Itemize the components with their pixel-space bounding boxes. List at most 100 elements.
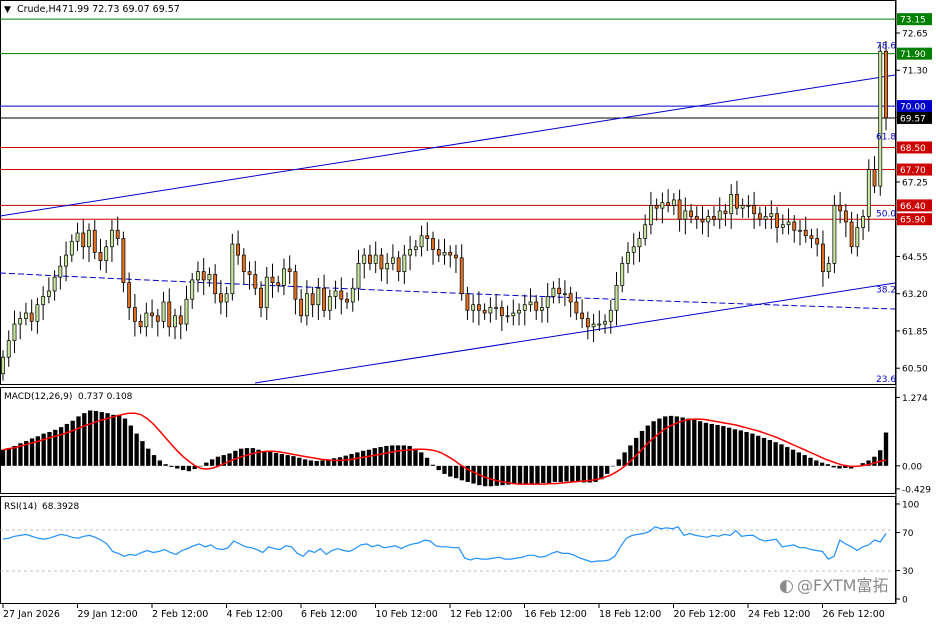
level-tag-text: 73.15 — [900, 16, 926, 26]
candle-body — [184, 298, 189, 325]
candle-body — [540, 307, 544, 311]
candle-body — [757, 213, 762, 220]
candle-body — [224, 293, 229, 303]
candle-body — [46, 290, 51, 297]
candle-body — [396, 257, 401, 272]
macd-bar — [366, 449, 372, 466]
macd-bar — [291, 456, 296, 466]
macd-bar — [721, 426, 726, 466]
macd-bar — [837, 465, 842, 469]
candle-body — [454, 254, 458, 259]
macd-bar — [256, 449, 261, 466]
chart-header-arrow: ▼ — [4, 5, 11, 15]
macd-bar — [738, 430, 743, 466]
level-tag-text: 71.90 — [900, 50, 926, 60]
upper-trendline[interactable] — [0, 74, 896, 217]
candle-body — [327, 296, 332, 311]
candle-body — [218, 293, 223, 303]
candle-body — [803, 229, 808, 237]
macd-bar — [825, 464, 831, 466]
trend-lines[interactable] — [0, 74, 896, 384]
candle-body — [838, 205, 843, 212]
candle-body — [379, 254, 384, 270]
price-tick-label: 63.20 — [902, 290, 928, 300]
macd-bar — [628, 445, 633, 466]
price-tick-label: 72.65 — [902, 29, 928, 39]
candle-body — [752, 205, 757, 215]
watermark: ◐ @FXTM富拓 — [779, 576, 888, 596]
time-tick-label: 29 Jan 12:00 — [78, 609, 138, 620]
macd-bar — [546, 465, 552, 484]
time-tick-label: 18 Feb 12:00 — [599, 609, 661, 620]
candle-body — [729, 194, 734, 215]
candle-body — [689, 210, 693, 217]
level-lines[interactable] — [0, 18, 896, 220]
macd-bar — [268, 451, 273, 466]
candle-body — [626, 251, 630, 264]
macd-bar — [204, 462, 209, 466]
candle-body — [299, 298, 304, 317]
macd-bar — [47, 431, 52, 466]
macd-bar — [500, 465, 505, 486]
candle-body — [706, 216, 711, 223]
macd-bar — [244, 448, 250, 466]
level-tag-69.57 — [897, 111, 932, 124]
candle-body — [69, 240, 74, 256]
candle-body — [580, 312, 585, 319]
ohlc-readout: 71.99 72.73 69.07 69.57 — [62, 4, 180, 15]
candle-body — [488, 307, 493, 314]
candle-body — [247, 271, 252, 275]
macd-bar — [198, 465, 203, 467]
candle-body — [648, 205, 653, 226]
candle-body — [815, 238, 820, 245]
macd-signal-line — [2, 412, 887, 485]
candle-body — [190, 279, 195, 300]
candle-body — [821, 243, 825, 272]
candle-body — [201, 271, 206, 281]
candle-body — [878, 50, 883, 187]
candle-body — [574, 301, 579, 314]
rsi-tick-label: 70 — [902, 529, 914, 539]
candle-body — [884, 50, 888, 119]
rsi-tick-label: 30 — [902, 567, 914, 577]
time-axis: 27 Jan 2026 29 Jan 12:00 2 Feb 12:00 4 Feb … — [2, 604, 885, 620]
macd-axis: 1.274 0.00 -0.429 — [896, 394, 931, 495]
macd-bar — [668, 415, 674, 466]
candle-body — [110, 229, 114, 248]
macd-bar — [302, 459, 308, 466]
time-tick-label: 16 Feb 12:00 — [525, 609, 587, 620]
moving-average-dashed — [0, 272, 896, 310]
macd-bar — [215, 456, 221, 466]
rsi-axis: 100 70 30 0 — [896, 501, 919, 606]
candle-body — [236, 243, 241, 256]
candle-body — [591, 323, 596, 328]
candle-body — [654, 205, 659, 209]
macd-bar — [872, 456, 877, 466]
macd-bar — [593, 465, 598, 482]
macd-bar — [663, 416, 668, 466]
macd-bar — [273, 452, 279, 466]
candle-body — [603, 320, 607, 325]
candle-body — [505, 315, 510, 318]
candle-body — [459, 257, 464, 295]
macd-bar — [541, 465, 546, 484]
macd-bar — [87, 410, 93, 466]
candle-body — [373, 254, 378, 264]
macd-values: 0.737 0.108 — [78, 392, 133, 402]
price-tick-label: 67.25 — [902, 178, 928, 188]
macd-bar — [674, 416, 680, 466]
candle-body — [276, 282, 281, 286]
macd-bar — [250, 448, 255, 466]
macd-bar — [779, 444, 784, 466]
macd-bar — [448, 465, 453, 477]
candle-body — [436, 249, 441, 256]
candle-body — [270, 276, 275, 284]
lower-trendline[interactable] — [254, 282, 896, 384]
macd-bar — [622, 452, 627, 466]
candle-body — [87, 229, 91, 248]
macd-bar — [29, 438, 35, 466]
candle-body — [41, 296, 46, 306]
candle-body — [735, 194, 739, 209]
